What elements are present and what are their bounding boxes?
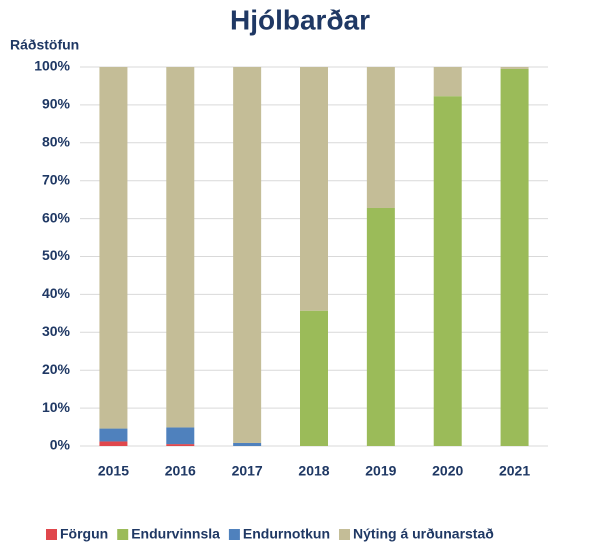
x-tick-label: 2018: [298, 463, 329, 479]
legend-label: Endurvinnsla: [131, 526, 220, 542]
legend-label: Förgun: [60, 526, 108, 542]
y-tick-label: 70%: [42, 171, 71, 187]
y-tick-label: 30%: [42, 323, 71, 339]
legend-swatch: [117, 529, 129, 540]
y-tick-label: 60%: [42, 209, 71, 225]
bar-segment: [366, 207, 395, 446]
bar-segment: [433, 67, 462, 97]
x-tick-label: 2019: [365, 463, 396, 479]
chart-title: Hjólbarðar: [230, 4, 370, 35]
y-tick-label: 100%: [34, 58, 70, 74]
bar-segment: [99, 441, 128, 446]
bar-segment: [233, 67, 262, 443]
y-tick-label: 20%: [42, 361, 71, 377]
legend-label: Nýting á urðunarstað: [353, 526, 494, 542]
x-tick-label: 2015: [98, 463, 129, 479]
y-tick-label: 80%: [42, 134, 71, 150]
x-tick-label: 2016: [165, 463, 196, 479]
legend-swatch: [339, 529, 351, 540]
x-tick-label: 2017: [232, 463, 263, 479]
bar-segment: [433, 96, 462, 447]
y-axis-label: Ráðstöfun: [10, 37, 79, 53]
y-tick-label: 40%: [42, 285, 71, 301]
bar-segment: [166, 67, 195, 428]
y-tick-label: 50%: [42, 247, 71, 263]
bar-segment: [500, 68, 529, 447]
bar-segment: [166, 427, 195, 445]
bar-segment: [99, 67, 128, 429]
bar-segment: [233, 442, 262, 446]
y-tick-label: 90%: [42, 96, 71, 112]
bar-segment: [300, 310, 328, 446]
x-tick-label: 2020: [432, 463, 463, 479]
y-tick-label: 0%: [50, 437, 71, 453]
legend-label: Endurnotkun: [243, 526, 330, 542]
legend-swatch: [46, 529, 57, 540]
bar-segment: [366, 67, 395, 208]
y-tick-label: 10%: [42, 399, 71, 415]
bar-segment: [300, 67, 328, 311]
bar-segment: [166, 444, 195, 446]
legend-swatch: [228, 529, 240, 540]
x-tick-label: 2021: [499, 463, 530, 479]
bar-segment: [99, 428, 128, 442]
bar-segment: [500, 67, 529, 69]
